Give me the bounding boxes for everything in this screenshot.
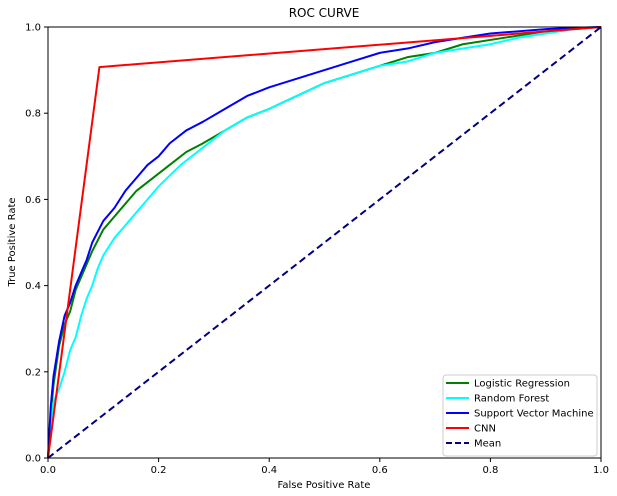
y-axis-ticks: 0.0 0.2 0.4 0.6 0.8 1.0 xyxy=(25,23,48,465)
chart-title: ROC CURVE xyxy=(289,6,360,20)
series-line-mean xyxy=(47,26,602,459)
plot-frame xyxy=(47,26,602,459)
series-line-cnn xyxy=(47,26,602,459)
y-axis-label: True Positive Rate xyxy=(7,197,18,287)
y-tick-label: 0.4 xyxy=(25,281,41,292)
x-tick-label: 1.0 xyxy=(593,465,609,476)
x-tick-label: 0.0 xyxy=(40,465,56,476)
legend-box xyxy=(442,374,598,457)
x-tick-label: 0.6 xyxy=(372,465,388,476)
legend-label-mean: Mean xyxy=(474,439,501,450)
plot-series xyxy=(47,26,602,459)
y-tick-label: 1.0 xyxy=(25,23,41,34)
legend-label-random-forest: Random Forest xyxy=(474,394,549,405)
legend-label-cnn: CNN xyxy=(474,424,496,435)
y-tick-label: 0.8 xyxy=(25,109,41,120)
legend: Logistic Regression Random Forest Support … xyxy=(442,374,598,457)
series-line-random-forest xyxy=(47,26,602,459)
x-tick-label: 0.4 xyxy=(261,465,277,476)
series-line-logistic-regression xyxy=(47,26,602,459)
legend-label-logistic-regression: Logistic Regression xyxy=(474,379,570,390)
x-tick-label: 0.8 xyxy=(482,465,498,476)
y-tick-label: 0.0 xyxy=(25,454,41,465)
x-axis-ticks: 0.0 0.2 0.4 0.6 0.8 1.0 xyxy=(40,458,609,476)
y-tick-label: 0.6 xyxy=(25,195,41,206)
y-tick-label: 0.2 xyxy=(25,367,41,378)
x-tick-label: 0.2 xyxy=(151,465,167,476)
x-axis-label: False Positive Rate xyxy=(278,480,371,491)
legend-label-support-vector-machine: Support Vector Machine xyxy=(474,409,594,420)
